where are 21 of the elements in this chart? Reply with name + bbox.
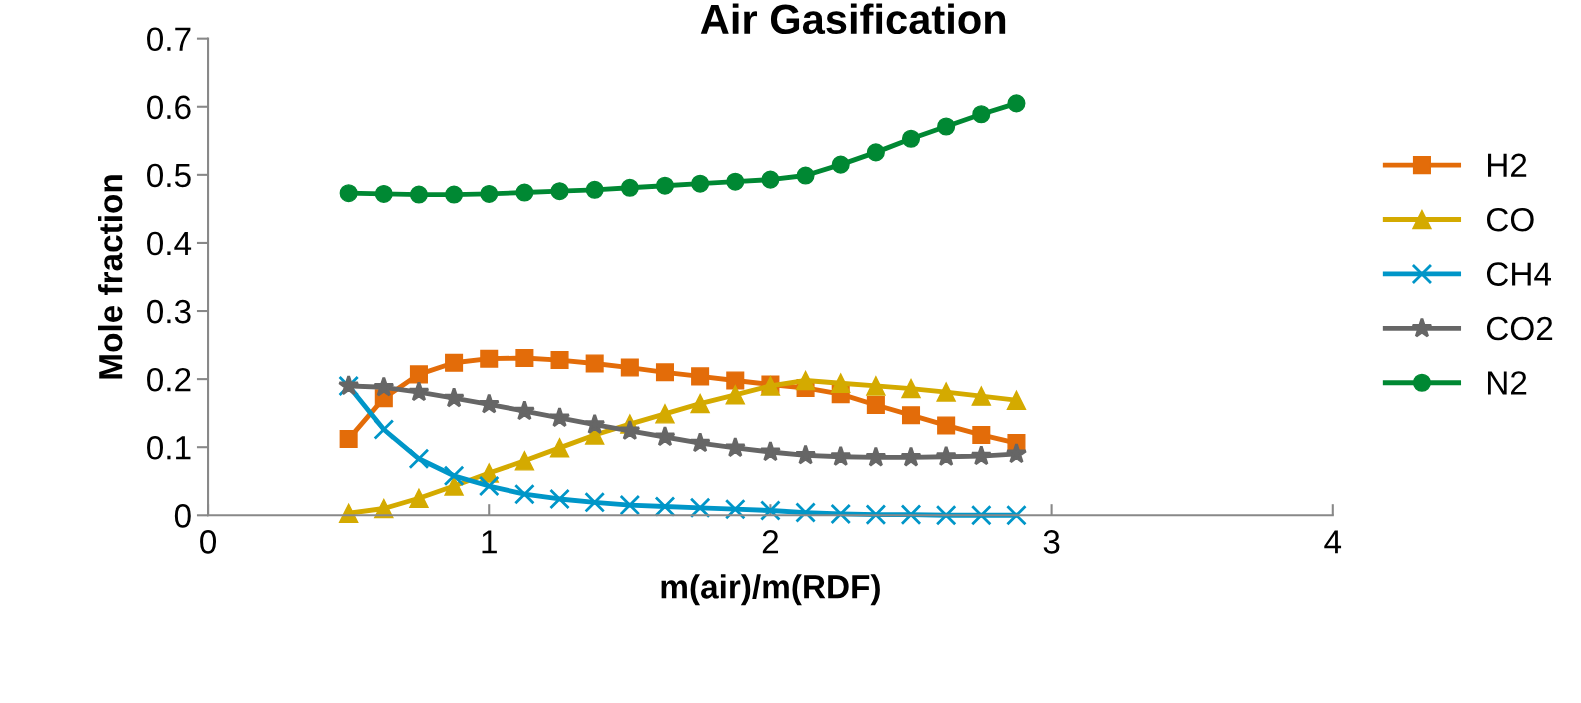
y-tick-label: 0.4 <box>147 231 192 256</box>
y-axis-title: Mole fraction <box>98 175 123 379</box>
x-tick-label: 0 <box>200 530 217 554</box>
legend-label: CO <box>1486 207 1534 232</box>
y-tick-label: 0.1 <box>147 436 191 460</box>
y-tick-label: 0.6 <box>147 95 191 120</box>
legend-label: CO2 <box>1486 316 1553 341</box>
y-tick-label: 0 <box>174 504 191 528</box>
x-tick-label: 2 <box>762 530 779 554</box>
x-tick-label: 1 <box>482 530 497 554</box>
legend-label: CH4 <box>1486 262 1551 286</box>
chart-title: Air Gasification <box>700 3 1006 35</box>
legend-label: N2 <box>1488 371 1527 395</box>
x-tick-label: 3 <box>1043 530 1060 554</box>
y-tick-label: 0.7 <box>147 27 191 52</box>
y-tick-label: 0.2 <box>147 367 191 392</box>
y-tick-label: 0.5 <box>147 163 191 188</box>
x-axis-title: m(air)/m(RDF) <box>661 574 880 606</box>
y-tick-label: 0.3 <box>147 299 191 324</box>
x-tick-label: 4 <box>1324 530 1342 554</box>
legend-label: H2 <box>1488 153 1527 177</box>
